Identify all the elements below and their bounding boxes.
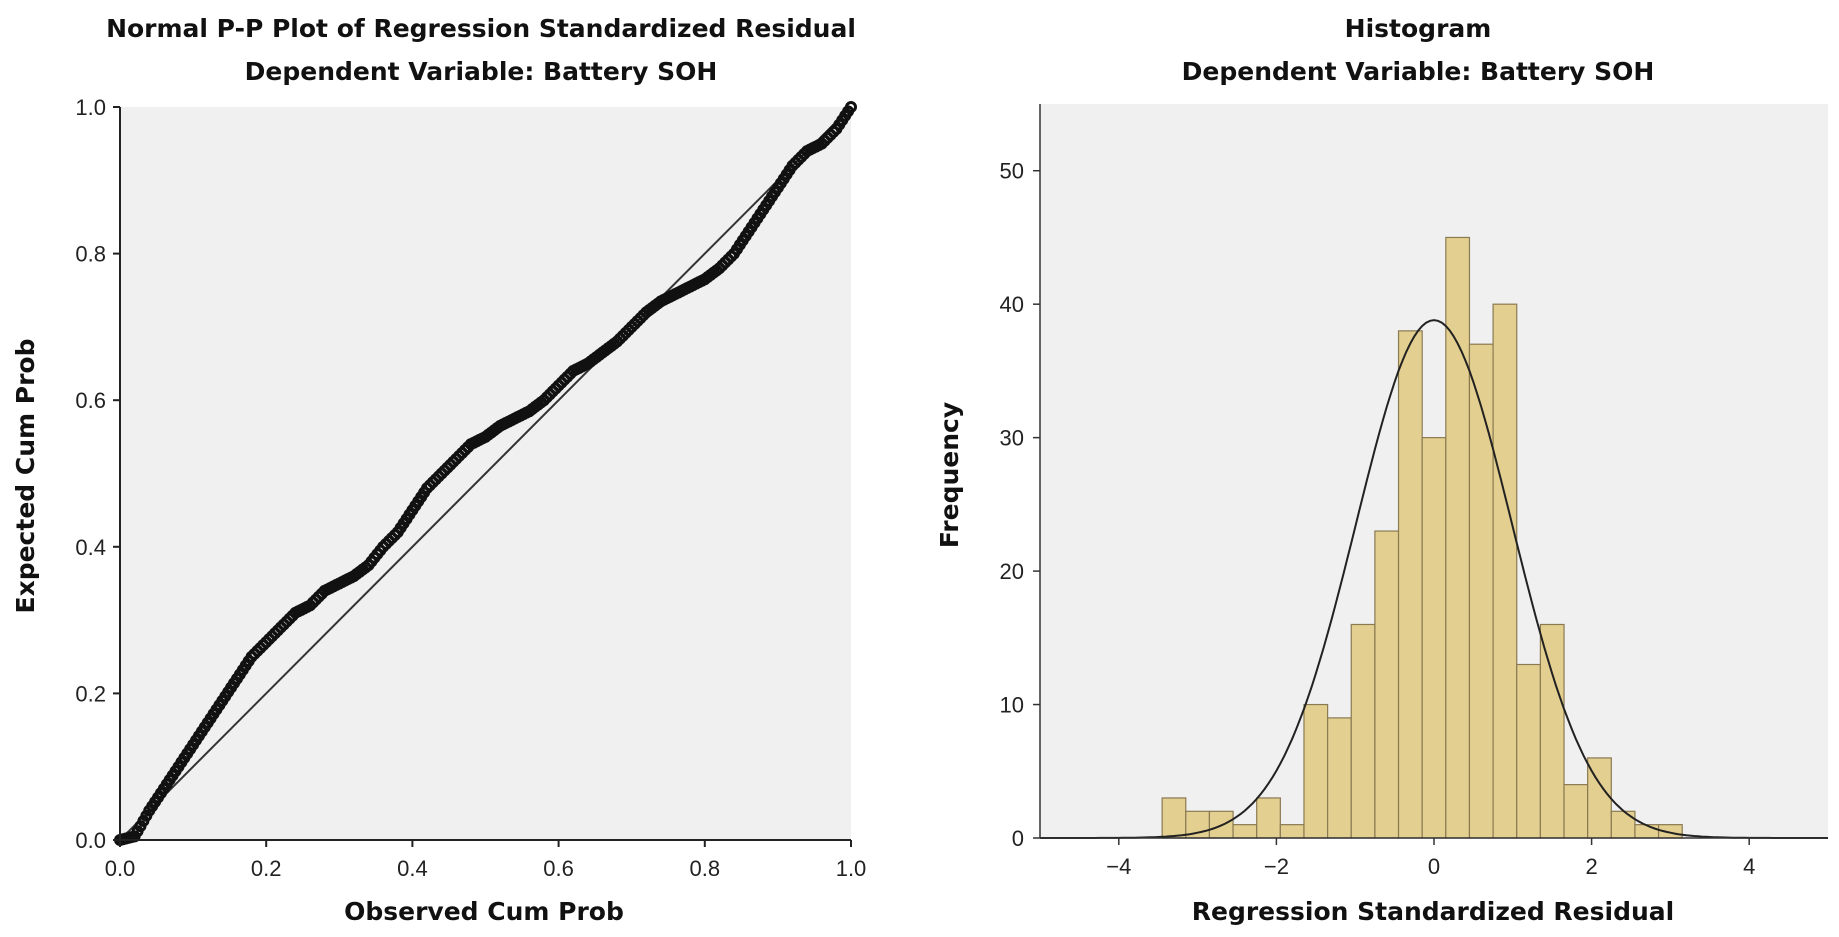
histogram-subtitle: Dependent Variable: Battery SOH	[1182, 57, 1655, 86]
histogram-bar	[1421, 437, 1447, 839]
histogram-bar	[1232, 824, 1258, 839]
histogram-bar	[1161, 797, 1187, 839]
pp-x-tick-label: 0.0	[105, 856, 136, 881]
histogram-bar	[1350, 623, 1376, 839]
histogram-bars	[1161, 236, 1683, 839]
histogram-bar	[1563, 784, 1589, 839]
pp-x-tick-label: 1.0	[836, 856, 867, 881]
histogram-title: Histogram	[1345, 14, 1492, 43]
histogram-bar	[1279, 824, 1305, 839]
pp-reference-line	[119, 106, 852, 841]
pp-points	[114, 101, 857, 846]
pp-y-tick-label: 0.2	[75, 681, 106, 706]
histogram-y-tick-label: 40	[1000, 292, 1024, 317]
histogram-bar	[1468, 343, 1494, 839]
histogram-x-tick-label: 0	[1428, 854, 1440, 879]
histogram-y-tick-label: 20	[1000, 559, 1024, 584]
histogram-y-tick-label: 50	[1000, 159, 1024, 184]
histogram-x-tick-label: 4	[1743, 854, 1755, 879]
pp-subtitle: Dependent Variable: Battery SOH	[245, 57, 718, 86]
pp-plot-panel: Normal P-P Plot of Regression Standardiz…	[11, 14, 866, 926]
pp-x-tick-label: 0.2	[251, 856, 282, 881]
histogram-x-tick-label: −4	[1106, 854, 1131, 879]
histogram-bar	[1256, 797, 1281, 839]
histogram-y-ticks: 0 10 20 30 40 50	[1000, 159, 1040, 851]
histogram-bar	[1634, 824, 1660, 839]
pp-x-axis-label: Observed Cum Prob	[344, 897, 624, 926]
histogram-bar	[1539, 623, 1565, 839]
pp-point	[845, 101, 857, 113]
histogram-x-tick-label: −2	[1264, 854, 1289, 879]
histogram-bar	[1492, 303, 1518, 839]
pp-y-axis-label: Expected Cum Prob	[11, 339, 40, 614]
pp-x-tick-label: 0.6	[543, 856, 574, 881]
histogram-y-tick-label: 30	[1000, 426, 1024, 451]
histogram-bar	[1303, 703, 1329, 839]
pp-title: Normal P-P Plot of Regression Standardiz…	[106, 14, 856, 43]
pp-x-ticks: 0.0 0.2 0.4 0.6 0.8 1.0	[105, 840, 867, 881]
histogram-x-axis-label: Regression Standardized Residual	[1192, 897, 1674, 926]
histogram-y-axis-label: Frequency	[935, 402, 964, 548]
histogram-x-ticks: −4 −2 0 2 4	[1106, 838, 1755, 879]
pp-y-tick-label: 0.6	[75, 388, 106, 413]
pp-y-tick-label: 0.8	[75, 242, 106, 267]
pp-y-ticks: 0.0 0.2 0.4 0.6 0.8 1.0	[75, 95, 120, 853]
histogram-bar	[1445, 236, 1471, 839]
histogram-bar	[1327, 717, 1352, 839]
histogram-bar	[1397, 330, 1423, 839]
histogram-x-tick-label: 2	[1585, 854, 1597, 879]
histogram-bar	[1374, 530, 1400, 839]
histogram-y-tick-label: 10	[1000, 693, 1024, 718]
pp-y-tick-label: 0.0	[75, 828, 106, 853]
pp-y-tick-label: 1.0	[75, 95, 106, 120]
pp-y-tick-label: 0.4	[75, 535, 106, 560]
histogram-bar	[1516, 663, 1541, 839]
histogram-panel: Histogram Dependent Variable: Battery SO…	[935, 14, 1828, 926]
histogram-bar	[1610, 810, 1636, 839]
pp-x-tick-label: 0.8	[690, 856, 721, 881]
pp-x-tick-label: 0.4	[397, 856, 428, 881]
normal-curve	[1040, 319, 1828, 839]
histogram-y-tick-label: 0	[1012, 826, 1024, 851]
